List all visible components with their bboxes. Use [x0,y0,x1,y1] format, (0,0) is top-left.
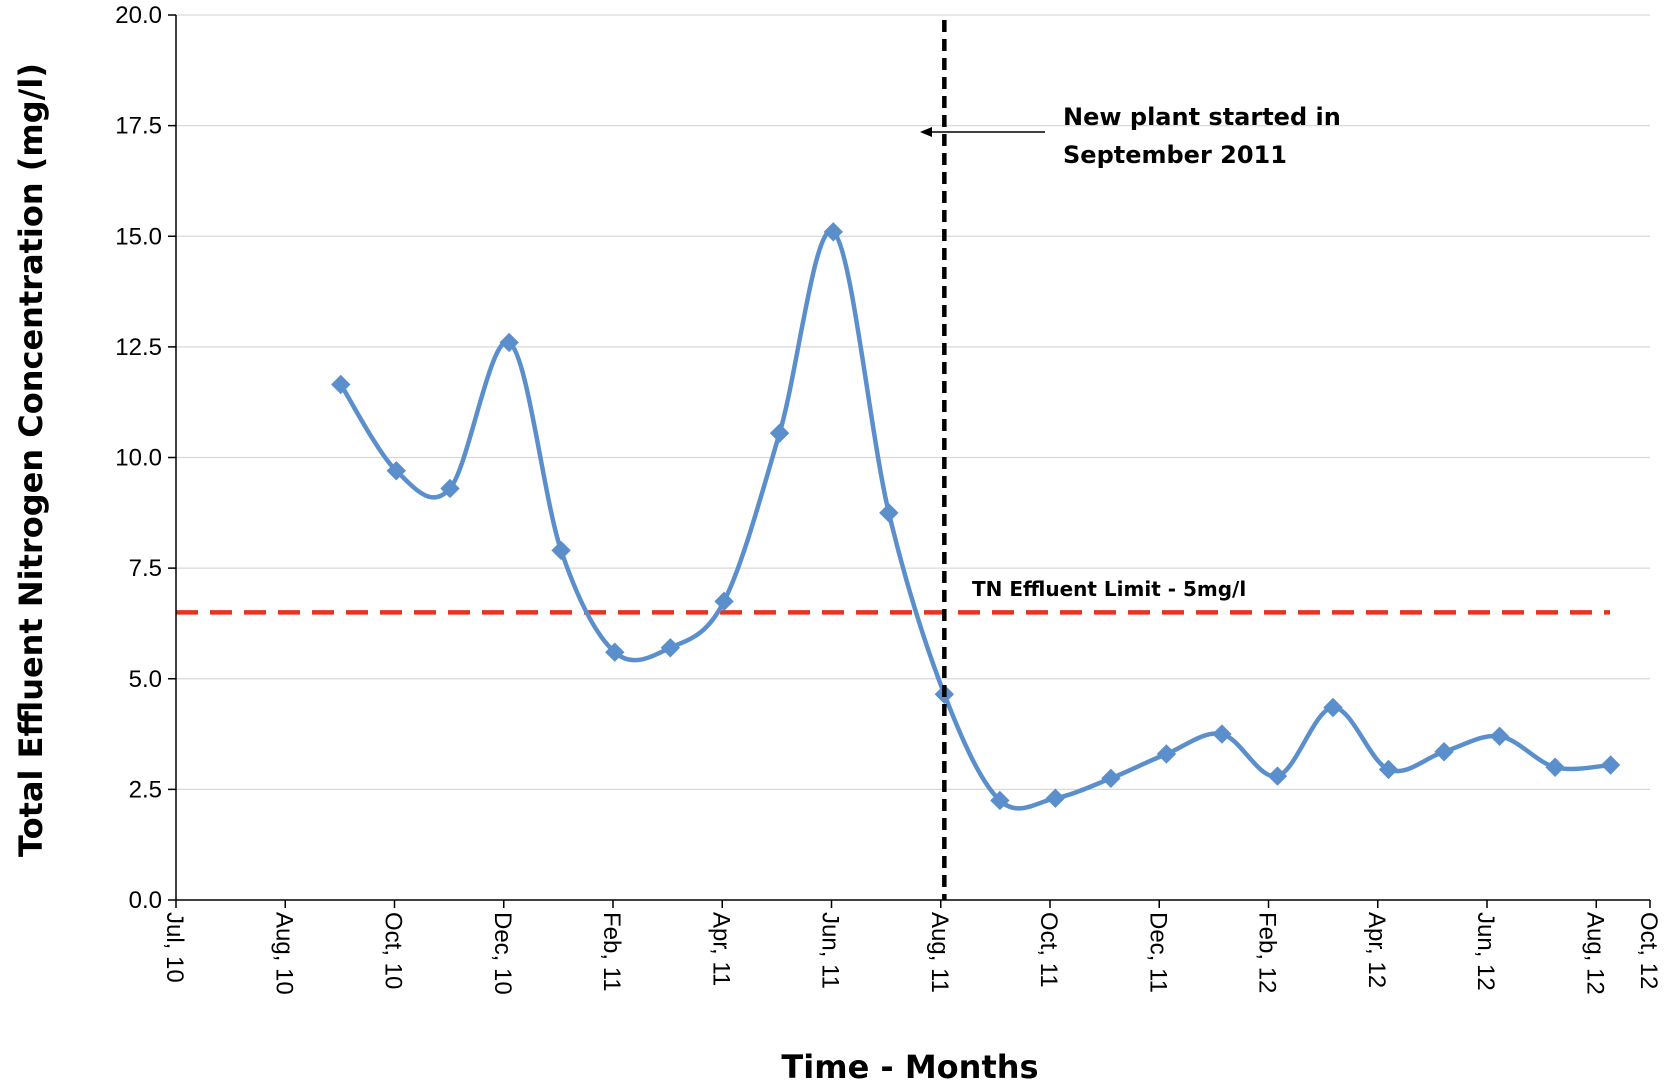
x-tick-label: Dec, 11 [1144,912,1171,993]
x-tick-label: Jun, 12 [1472,912,1499,991]
x-tick-label: Feb, 11 [598,912,625,992]
data-point-marker [605,642,625,662]
y-tick-label: 5.0 [129,666,162,693]
x-tick-label: Aug, 10 [270,912,297,995]
x-tick-label: Dec, 10 [489,912,516,995]
data-point-marker [1378,759,1399,780]
y-tick-label: 15.0 [115,223,162,250]
data-point-marker [1045,788,1066,808]
data-point-marker [1600,755,1621,775]
data-point-marker [499,332,519,353]
event-label-line-1: New plant started in [1063,103,1341,131]
y-tick-label: 10.0 [115,445,162,472]
x-axis-title: Time - Months [781,1048,1038,1086]
data-point-marker [879,503,899,523]
x-tick-label: Jul, 10 [161,912,188,983]
y-tick-label: 7.5 [129,555,162,582]
data-point-marker [440,478,460,499]
tick-labels: 0.0 2.5 5.0 7.5 10.0 12.5 15.0 17.5 20.0 Jul, 10 A… [115,2,1662,995]
series-line [338,228,1611,811]
y-tick-label: 12.5 [115,334,162,361]
x-tick-label: Aug, 12 [1581,912,1608,995]
data-point-marker [990,790,1010,811]
data-point-marker [1101,768,1121,789]
y-tick-label: 17.5 [115,113,162,140]
y-tick-label: 0.0 [129,887,162,914]
data-point-marker [1489,726,1510,746]
data-point-marker [660,638,681,658]
data-series [331,20,1621,900]
data-point-marker [823,222,844,242]
gridlines [176,14,1650,790]
data-point-marker [551,540,571,561]
x-tick-label: Feb, 12 [1254,912,1281,993]
x-tick-label: Oct, 10 [380,912,407,989]
x-tick-label: Apr, 12 [1363,912,1390,988]
event-arrow-head [920,127,932,137]
data-point-marker [1323,697,1343,718]
data-point-marker [1545,757,1565,777]
x-tick-label: Aug, 11 [926,912,953,993]
y-tick-label: 2.5 [129,776,162,803]
threshold-label: TN Effluent Limit - 5mg/l [972,577,1246,601]
data-point-marker [714,591,734,612]
x-tick-label: Oct, 11 [1035,912,1062,988]
x-tick-label: Apr, 11 [707,912,734,986]
annotations: TN Effluent Limit - 5mg/l New plant star… [920,103,1341,601]
y-tick-label: 20.0 [115,2,162,29]
data-point-marker [769,423,790,443]
data-point-marker [1434,742,1454,762]
x-tick-label: Oct, 12 [1635,912,1662,989]
data-point-marker [386,461,407,481]
data-point-marker [1212,724,1232,744]
x-tick-label: Jun, 11 [817,912,844,989]
data-point-marker [1267,766,1288,786]
data-point-marker [331,374,351,395]
data-point-marker [1156,744,1177,764]
event-label-line-2: September 2011 [1063,141,1287,169]
y-axis-title: Total Effluent Nitrogen Concentration (m… [12,63,50,857]
